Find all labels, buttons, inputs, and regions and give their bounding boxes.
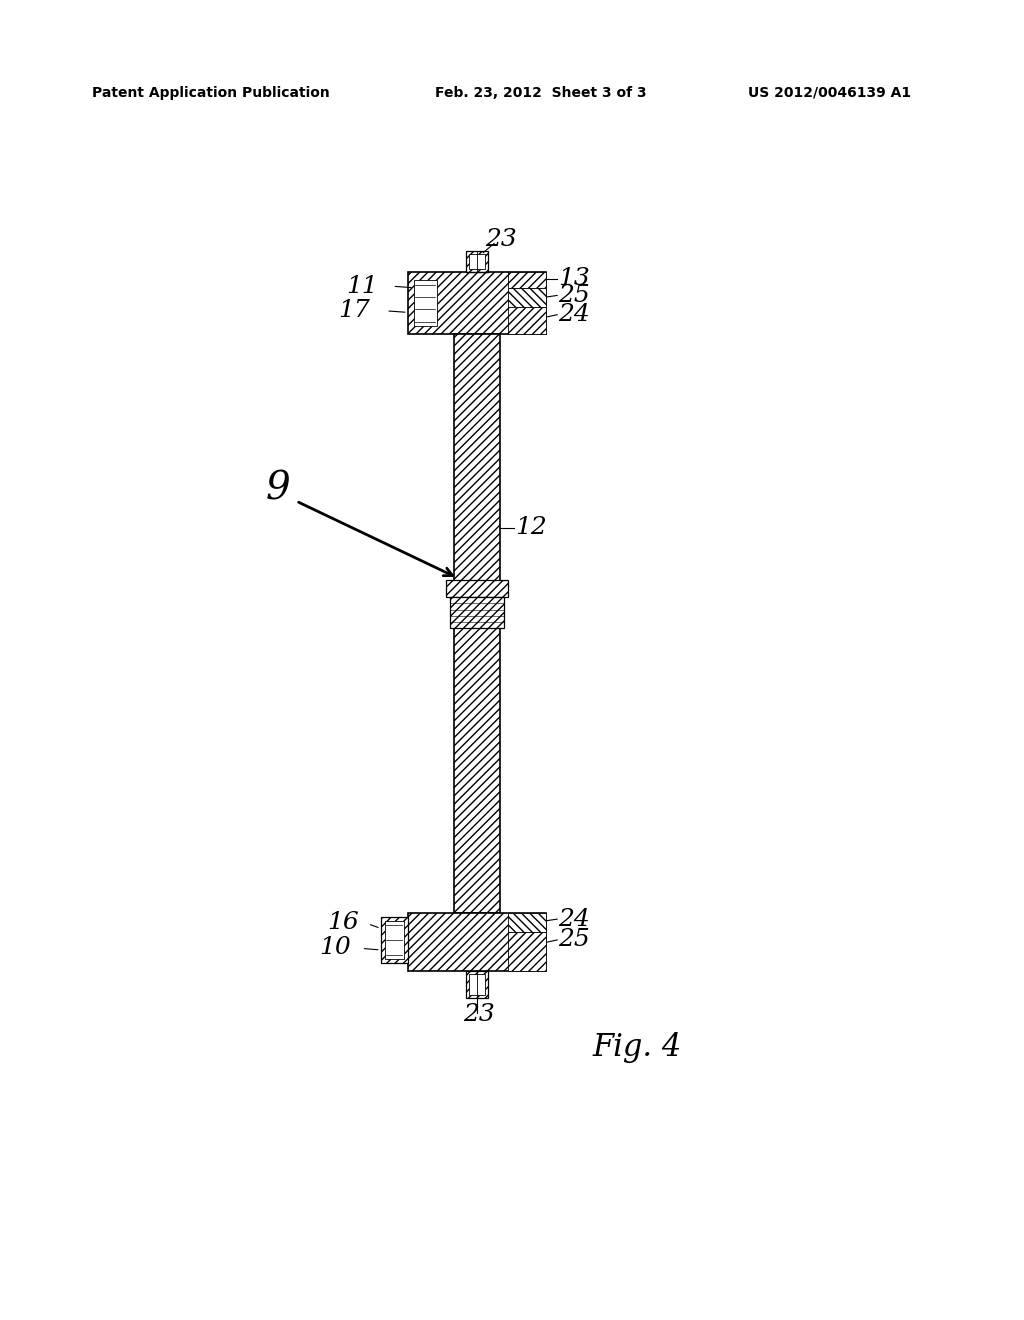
Bar: [466, 251, 487, 272]
Bar: [408, 272, 547, 334]
Bar: [508, 272, 547, 288]
Bar: [381, 917, 408, 964]
Text: 23: 23: [484, 228, 516, 251]
Text: 9: 9: [265, 471, 290, 508]
Text: 24: 24: [558, 304, 590, 326]
Bar: [385, 921, 403, 960]
Text: 25: 25: [558, 928, 590, 952]
Bar: [508, 913, 547, 932]
Bar: [469, 974, 484, 995]
Text: 16: 16: [327, 911, 358, 933]
Bar: [454, 334, 500, 597]
Text: US 2012/0046139 A1: US 2012/0046139 A1: [748, 86, 910, 100]
Text: 13: 13: [558, 267, 590, 290]
Text: 11: 11: [346, 275, 378, 298]
Bar: [466, 970, 487, 998]
Text: 10: 10: [319, 936, 351, 960]
Bar: [508, 308, 547, 334]
Text: 17: 17: [339, 300, 371, 322]
Bar: [508, 932, 547, 970]
Bar: [454, 628, 500, 913]
Bar: [469, 253, 484, 269]
Text: 25: 25: [558, 284, 590, 308]
Bar: [451, 597, 504, 628]
Bar: [408, 913, 547, 970]
Text: Patent Application Publication: Patent Application Publication: [92, 86, 330, 100]
Text: 12: 12: [515, 516, 547, 540]
Bar: [414, 280, 437, 326]
Text: Feb. 23, 2012  Sheet 3 of 3: Feb. 23, 2012 Sheet 3 of 3: [435, 86, 647, 100]
Text: 24: 24: [558, 908, 590, 931]
Text: 23: 23: [463, 1003, 495, 1026]
Bar: [446, 581, 508, 597]
Text: Fig. 4: Fig. 4: [593, 1032, 682, 1063]
Bar: [508, 288, 547, 308]
